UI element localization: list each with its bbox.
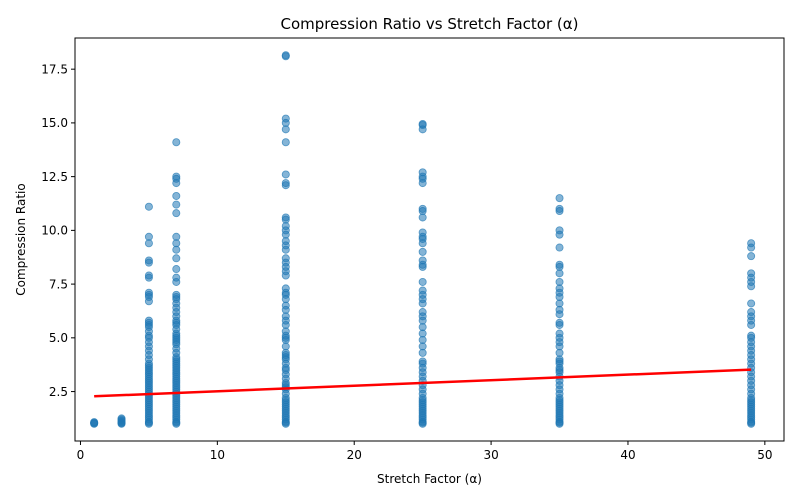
y-tick-label: 15.0 xyxy=(41,116,68,130)
data-point xyxy=(281,138,290,147)
data-point xyxy=(418,286,427,295)
data-point xyxy=(747,239,756,248)
data-point xyxy=(172,191,181,200)
data-point xyxy=(172,172,181,181)
x-tick-label: 0 xyxy=(77,448,85,462)
data-point xyxy=(747,331,756,340)
data-point xyxy=(281,51,290,60)
y-tick-label: 10.0 xyxy=(41,224,68,238)
data-point xyxy=(172,232,181,241)
data-point xyxy=(172,209,181,218)
data-point xyxy=(418,168,427,177)
y-tick-label: 2.5 xyxy=(49,385,68,399)
data-point xyxy=(281,170,290,179)
data-point xyxy=(418,119,427,128)
data-point xyxy=(418,204,427,213)
data-point xyxy=(172,200,181,209)
data-point xyxy=(555,243,564,252)
data-point xyxy=(281,254,290,263)
data-point xyxy=(418,308,427,317)
data-point xyxy=(555,277,564,286)
x-tick-label: 20 xyxy=(347,448,362,462)
data-point xyxy=(555,260,564,269)
data-point xyxy=(418,247,427,256)
data-point xyxy=(172,290,181,299)
data-point xyxy=(144,202,153,211)
data-point xyxy=(144,288,153,297)
x-tick-label: 10 xyxy=(210,448,225,462)
data-point xyxy=(144,271,153,280)
data-point xyxy=(555,226,564,235)
data-point xyxy=(144,232,153,241)
y-tick-label: 12.5 xyxy=(41,170,68,184)
data-point xyxy=(281,179,290,188)
y-axis-ticks: 2.5 5.0 7.5 10.0 12.5 15.0 17.5 xyxy=(41,62,75,399)
data-point xyxy=(172,265,181,274)
data-point xyxy=(90,418,99,427)
data-point xyxy=(555,318,564,327)
data-point xyxy=(144,316,153,325)
trend-line-group xyxy=(94,368,752,398)
x-tick-label: 50 xyxy=(757,448,772,462)
data-points xyxy=(90,51,756,428)
data-point xyxy=(418,277,427,286)
trend-line xyxy=(94,368,752,398)
y-axis-label: Compression Ratio xyxy=(14,183,28,296)
data-point xyxy=(172,273,181,282)
data-point xyxy=(418,256,427,265)
x-axis-label: Stretch Factor (α) xyxy=(377,472,482,486)
y-tick-label: 5.0 xyxy=(49,331,68,345)
y-tick-label: 7.5 xyxy=(49,277,68,291)
data-point xyxy=(418,357,427,366)
plot-frame xyxy=(74,37,785,442)
data-point xyxy=(281,114,290,123)
chart-title: Compression Ratio vs Stretch Factor (α) xyxy=(281,15,579,33)
data-point xyxy=(747,308,756,317)
x-tick-label: 40 xyxy=(620,448,635,462)
y-tick-label: 17.5 xyxy=(41,62,68,76)
data-point xyxy=(418,228,427,237)
data-point xyxy=(555,329,564,338)
data-point xyxy=(555,204,564,213)
x-tick-label: 30 xyxy=(483,448,498,462)
x-axis-ticks: 0 10 20 30 40 50 xyxy=(77,441,772,462)
data-point xyxy=(747,269,756,278)
data-point xyxy=(172,254,181,263)
data-point xyxy=(281,284,290,293)
data-point xyxy=(172,138,181,147)
data-point xyxy=(555,194,564,203)
data-point xyxy=(281,213,290,222)
data-point xyxy=(144,256,153,265)
data-point xyxy=(117,414,126,423)
data-point xyxy=(747,252,756,261)
data-point xyxy=(747,299,756,308)
